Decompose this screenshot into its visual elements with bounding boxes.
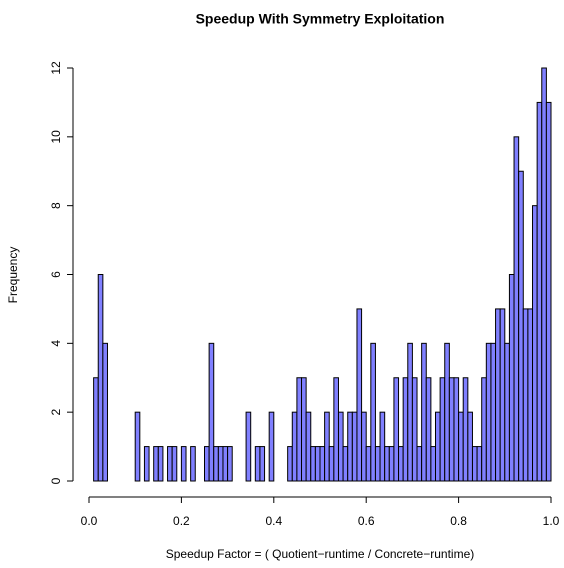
bar — [536, 101, 543, 482]
chart-title: Speedup With Symmetry Exploitation — [196, 11, 445, 27]
bar — [518, 170, 524, 482]
bar — [245, 411, 252, 482]
bar — [453, 377, 460, 482]
x-tick-label: 0.4 — [265, 514, 282, 528]
bar — [513, 136, 520, 482]
bar — [425, 377, 432, 482]
y-tick-label: 2 — [49, 409, 63, 416]
bar — [532, 205, 538, 482]
bar — [402, 377, 409, 482]
y-tick-label: 6 — [49, 271, 63, 278]
x-tick-label: 0.2 — [173, 514, 190, 528]
bar — [310, 446, 316, 482]
bar — [268, 411, 275, 482]
x-tick-label: 0.8 — [450, 514, 467, 528]
bar — [541, 67, 547, 482]
bar — [527, 308, 534, 482]
bar — [333, 377, 339, 482]
x-tick-label: 0.6 — [358, 514, 375, 528]
bar — [374, 446, 381, 482]
bar — [370, 342, 376, 482]
y-tick-label: 12 — [49, 61, 63, 75]
bar — [462, 377, 469, 482]
bar — [476, 446, 483, 482]
bar — [435, 411, 441, 482]
bar — [481, 377, 487, 482]
bar — [217, 446, 224, 482]
bar — [190, 446, 196, 482]
bar — [319, 446, 326, 482]
x-tick-label: 1.0 — [543, 514, 560, 528]
bar — [314, 446, 321, 482]
bar — [416, 446, 423, 482]
bar — [208, 342, 215, 482]
y-tick-label: 8 — [49, 202, 63, 209]
bar — [153, 446, 159, 482]
bar — [504, 342, 510, 482]
bar — [259, 446, 266, 482]
bar — [471, 446, 478, 482]
bar — [379, 411, 386, 482]
bar — [485, 342, 492, 482]
bar — [324, 411, 330, 482]
bar — [342, 446, 349, 482]
bar — [495, 308, 501, 482]
bar — [204, 446, 210, 482]
bar — [213, 446, 219, 482]
bar — [508, 274, 515, 482]
bar — [301, 377, 307, 482]
bar — [291, 411, 298, 482]
bar — [448, 377, 455, 482]
bar — [545, 101, 552, 482]
bar — [102, 342, 108, 482]
bar — [384, 446, 390, 482]
bar — [134, 411, 141, 482]
bar — [337, 411, 344, 482]
x-axis-label: Speedup Factor = ( Quotient−runtime / Co… — [166, 547, 475, 561]
bar — [227, 446, 233, 482]
bar — [171, 446, 178, 482]
bar — [356, 308, 363, 482]
bar — [180, 446, 187, 482]
bar — [143, 446, 150, 482]
bar — [347, 411, 353, 482]
bar — [522, 308, 529, 482]
bar — [305, 411, 312, 482]
bar — [411, 377, 418, 482]
bar — [254, 446, 261, 482]
bar — [361, 411, 367, 482]
y-tick-label: 0 — [49, 477, 63, 484]
x-tick-label: 0.0 — [81, 514, 98, 528]
bar — [287, 446, 293, 482]
bar — [97, 274, 104, 482]
bar — [430, 446, 437, 482]
bar — [93, 377, 99, 482]
y-axis-label: Frequency — [6, 247, 20, 304]
bar — [296, 377, 303, 482]
bar — [421, 342, 427, 482]
bar — [458, 411, 464, 482]
y-tick-label: 10 — [49, 130, 63, 144]
bar — [398, 446, 404, 482]
bar — [351, 411, 358, 482]
bar — [157, 446, 164, 482]
bar — [393, 377, 400, 482]
bar — [439, 377, 446, 482]
bar — [222, 446, 229, 482]
bar — [388, 446, 395, 482]
bar — [490, 342, 497, 482]
bar — [407, 342, 413, 482]
bar — [167, 446, 173, 482]
bar — [499, 308, 506, 482]
bar — [328, 446, 335, 482]
y-tick-label: 4 — [49, 340, 63, 347]
bar — [467, 411, 473, 482]
bar — [444, 342, 450, 482]
bar — [365, 446, 372, 482]
